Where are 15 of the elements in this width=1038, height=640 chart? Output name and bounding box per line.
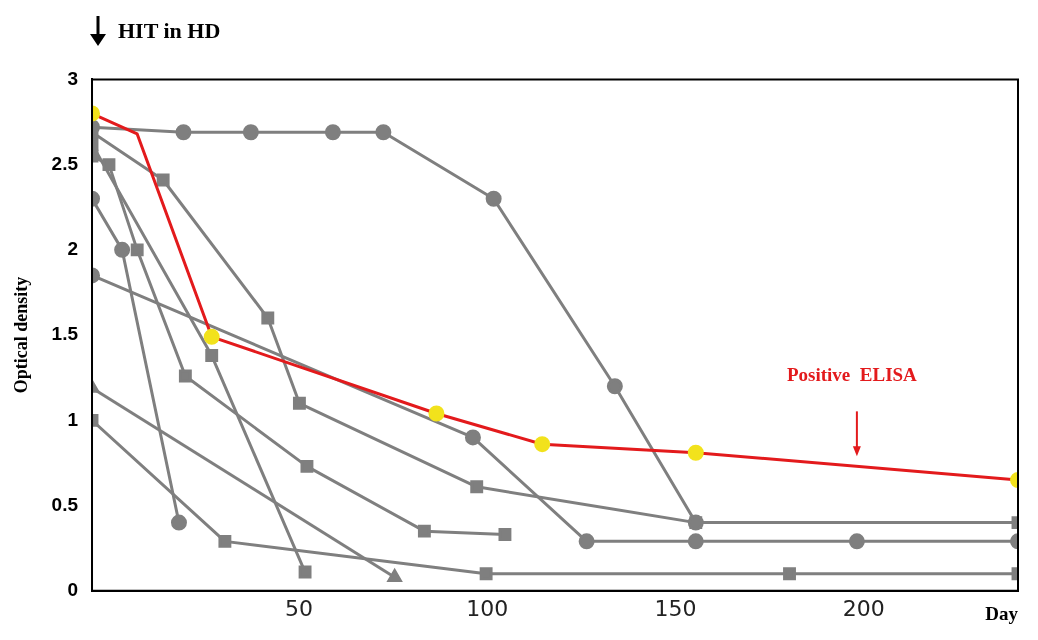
x-tick-label: 150 — [654, 595, 697, 621]
x-tick-label: 100 — [466, 595, 509, 621]
x-axis-title: Day — [985, 602, 1019, 624]
y-tick-label: 0 — [67, 579, 79, 601]
y-tick-label: 2.5 — [51, 152, 79, 174]
y-axis-title: Optical density — [11, 276, 32, 394]
x-tick-label: 50 — [285, 595, 314, 621]
y-tick-label: 1.5 — [51, 323, 79, 345]
y-tick-label: 1 — [67, 408, 79, 430]
y-tick-label: 3 — [67, 67, 79, 89]
y-tick-label: 0.5 — [51, 493, 79, 515]
x-tick-label: 200 — [842, 595, 885, 621]
text: HIT in HD — [118, 18, 221, 44]
text: Positive ELISA — [786, 364, 918, 386]
y-tick-label: 2 — [67, 238, 79, 260]
